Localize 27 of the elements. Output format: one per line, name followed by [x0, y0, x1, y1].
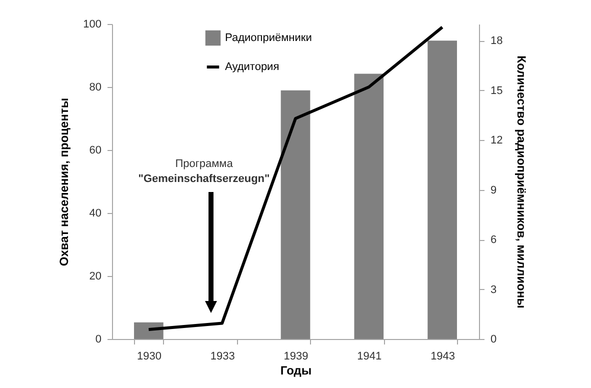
- bar: [280, 90, 310, 339]
- y-tick-label: 20: [89, 270, 102, 282]
- x-tick-label: 1933: [210, 350, 235, 362]
- y2-axis-title: Количество радиоприёмников, миллионы: [514, 56, 529, 308]
- annotation: Программа "Gemeinschaftserzeugn": [138, 158, 270, 185]
- y-tick-label: 60: [89, 144, 102, 156]
- bar: [354, 74, 384, 339]
- x-tick-label: 1939: [284, 350, 308, 362]
- y2-tick-label: 18: [490, 35, 503, 48]
- bar: [428, 40, 457, 339]
- y-tick-label: 80: [89, 82, 102, 94]
- y2-tick-label: 6: [490, 234, 497, 246]
- y-tick-label: 100: [83, 18, 102, 30]
- y-tick-label: 0: [95, 334, 102, 346]
- x-axis-title: Годы: [280, 364, 312, 378]
- legend-label: Радиоприёмники: [225, 32, 312, 44]
- y2-tick-label: 12: [490, 134, 503, 147]
- x-tick-label: 1930: [136, 350, 162, 362]
- y-axis-title: Охват населения, проценты: [57, 98, 72, 266]
- y2-tick-label: 9: [490, 184, 497, 196]
- x-tick-label: 1943: [430, 350, 456, 362]
- legend-label: Аудитория: [225, 61, 280, 73]
- x-tick-label: 1941: [357, 350, 382, 362]
- y-tick-label: 40: [89, 208, 102, 220]
- y2-tick-label: 0: [490, 334, 497, 346]
- y2-tick-label: 15: [490, 84, 503, 97]
- y2-tick-label: 3: [490, 284, 497, 296]
